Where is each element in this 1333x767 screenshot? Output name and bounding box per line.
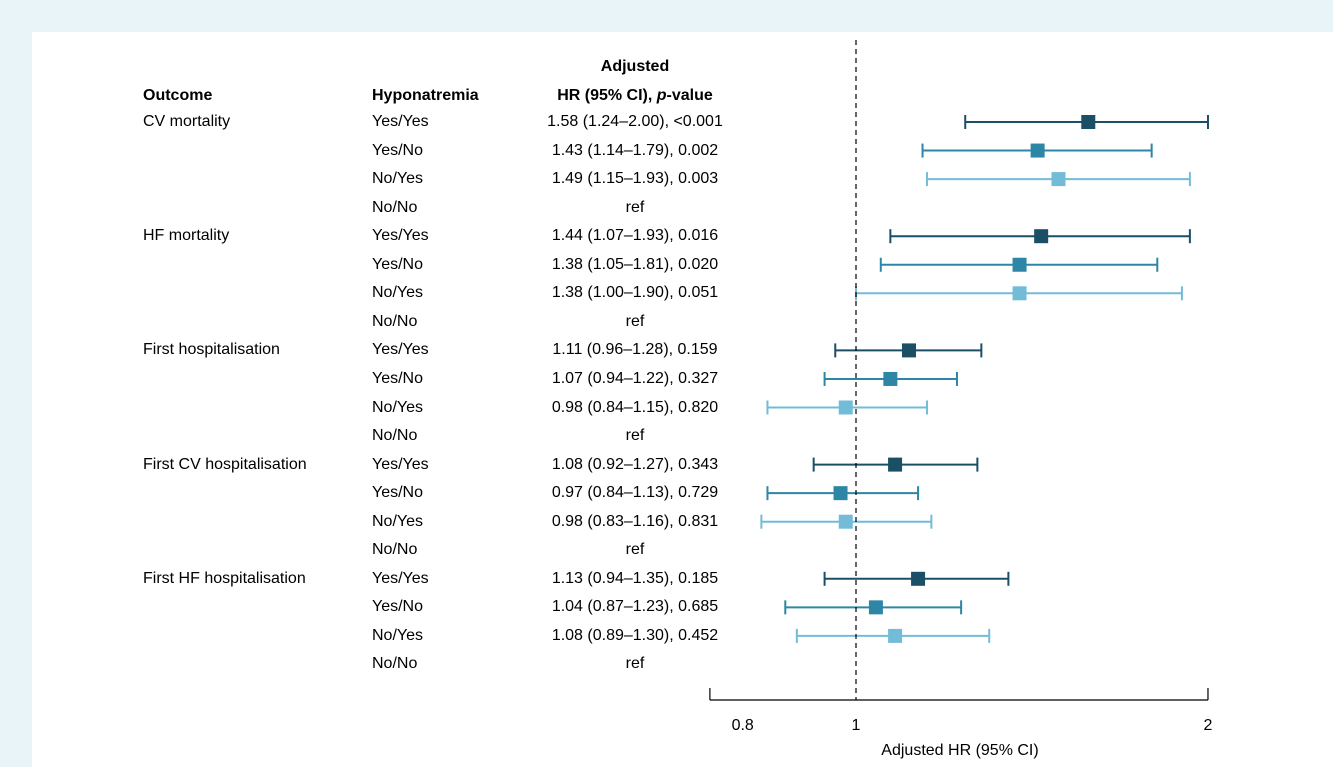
- hr-ci-text: 1.13 (0.94–1.35), 0.185: [551, 569, 719, 587]
- hr-point-marker: [838, 400, 853, 415]
- group-label: No/Yes: [372, 398, 423, 416]
- hr-point-marker: [838, 514, 853, 529]
- group-label: No/Yes: [372, 626, 423, 644]
- hr-column-header-line2: HR (95% CI), p-value: [500, 87, 770, 105]
- hr-point-marker: [1012, 286, 1027, 301]
- outcome-label: First hospitalisation: [143, 341, 280, 359]
- hr-point-marker: [911, 571, 926, 586]
- group-label: Yes/No: [372, 141, 423, 159]
- group-label: Yes/Yes: [372, 341, 429, 359]
- outcome-label: CV mortality: [143, 113, 231, 130]
- group-label: Yes/No: [372, 369, 423, 387]
- hr-ci-text: ref: [625, 655, 645, 673]
- hr-point-marker: [901, 343, 916, 358]
- hr-header-suffix: -value: [666, 87, 713, 104]
- hr-header-p-italic: p: [656, 87, 667, 104]
- hr-point-marker: [1034, 229, 1049, 244]
- hr-ci-text: ref: [625, 541, 645, 559]
- hyponatremia-column-header: Hyponatremia: [372, 87, 479, 104]
- hr-point-marker: [833, 486, 848, 501]
- hr-ci-text: 0.98 (0.84–1.15), 0.820: [551, 398, 719, 416]
- group-label: No/No: [372, 655, 418, 673]
- hr-ci-text: 0.97 (0.84–1.13), 0.729: [551, 484, 719, 502]
- hr-ci-text: 0.98 (0.83–1.16), 0.831: [551, 512, 719, 530]
- hr-ci-text: ref: [625, 427, 645, 445]
- hr-ci-text: 1.04 (0.87–1.23), 0.685: [551, 598, 719, 616]
- hr-header-prefix: HR (95% CI),: [557, 87, 657, 104]
- hr-ci-text: 1.49 (1.15–1.93), 0.003: [551, 170, 719, 188]
- hr-ci-text: ref: [625, 198, 645, 216]
- hr-column-header-line1: Adjusted: [600, 58, 670, 75]
- hr-point-marker: [1081, 115, 1096, 129]
- group-label: Yes/No: [372, 484, 423, 502]
- outcome-label: First HF hospitalisation: [143, 569, 306, 587]
- hr-point-marker: [888, 628, 903, 643]
- group-label: No/No: [372, 312, 418, 330]
- group-label: Yes/Yes: [372, 455, 429, 473]
- hr-ci-text: 1.08 (0.89–1.30), 0.452: [551, 626, 719, 644]
- group-label: No/Yes: [372, 284, 423, 302]
- x-tick-label: 1: [852, 717, 861, 734]
- group-label: Yes/Yes: [372, 569, 429, 587]
- hr-ci-text: 1.07 (0.94–1.22), 0.327: [551, 369, 719, 387]
- hr-point-marker: [883, 371, 898, 386]
- outcome-column-header: Outcome: [143, 87, 213, 104]
- hr-point-marker: [1030, 143, 1045, 158]
- group-label: Yes/No: [372, 255, 423, 273]
- x-tick-label: 2: [1204, 717, 1213, 734]
- figure-panel: [32, 32, 1333, 767]
- hr-ci-text: 1.11 (0.96–1.28), 0.159: [552, 341, 718, 359]
- hr-ci-text: 1.43 (1.14–1.79), 0.002: [551, 141, 719, 159]
- hr-ci-text: ref: [625, 312, 645, 330]
- hr-ci-text: 1.58 (1.24–2.00), <0.001: [547, 113, 723, 130]
- group-label: No/No: [372, 427, 418, 445]
- hr-point-marker: [888, 457, 903, 472]
- outcome-label: First CV hospitalisation: [143, 455, 307, 473]
- x-tick-label: 0.8: [732, 717, 754, 734]
- hr-ci-text: 1.08 (0.92–1.27), 0.343: [551, 455, 719, 473]
- group-label: No/No: [372, 198, 418, 216]
- x-axis-title: Adjusted HR (95% CI): [881, 742, 1038, 759]
- group-label: No/No: [372, 541, 418, 559]
- hr-point-marker: [868, 600, 883, 615]
- group-label: Yes/Yes: [372, 227, 429, 245]
- hr-point-marker: [1051, 172, 1066, 187]
- outcome-label: HF mortality: [143, 227, 230, 245]
- hr-ci-text: 1.38 (1.00–1.90), 0.051: [551, 284, 719, 302]
- hr-ci-text: 1.38 (1.05–1.81), 0.020: [551, 255, 719, 273]
- group-label: Yes/Yes: [372, 113, 429, 130]
- group-label: No/Yes: [372, 512, 423, 530]
- group-label: No/Yes: [372, 170, 423, 188]
- hr-point-marker: [1012, 257, 1027, 272]
- hr-ci-text: 1.44 (1.07–1.93), 0.016: [551, 227, 719, 245]
- group-label: Yes/No: [372, 598, 423, 616]
